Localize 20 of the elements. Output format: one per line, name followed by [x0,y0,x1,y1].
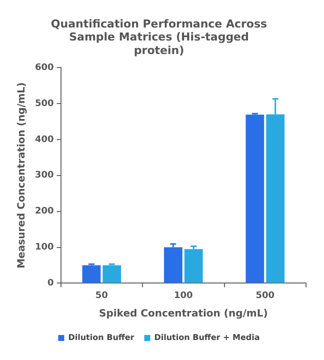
y-tick-label: 600 [34,62,54,73]
y-tick-label: 500 [34,98,54,109]
x-tick-label: 100 [174,290,193,301]
bar [82,265,101,283]
legend-label: Dilution Buffer + Media [154,333,260,342]
y-axis-title: Measured Concentration (ng/mL) [16,82,28,268]
x-tick-label: 50 [95,290,108,301]
y-tick-label: 400 [34,134,54,145]
legend-label: Dilution Buffer [68,333,134,342]
y-tick-label: 300 [34,170,54,181]
y-tick-label: 200 [34,206,54,217]
bar [102,265,122,283]
bar [246,114,264,283]
bar [164,247,182,283]
x-tick-label: 500 [256,290,275,301]
x-axis-title: Spiked Concentration (ng/mL) [99,308,268,320]
bar [184,249,203,283]
chart-title: Quantification Performance Across Sample Matrices (His-tagged protein) [50,17,268,57]
y-tick-label: 0 [48,278,54,289]
y-tick-label: 100 [34,242,54,253]
